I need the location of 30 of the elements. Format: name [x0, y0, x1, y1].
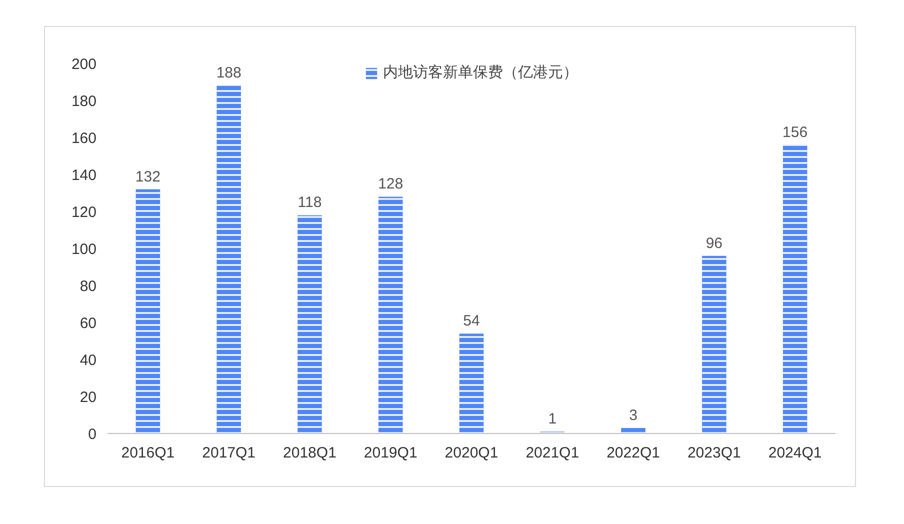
x-tick-label: 2023Q1 — [687, 444, 741, 462]
x-tick-label: 2018Q1 — [283, 444, 336, 462]
x-tick-label: 2019Q1 — [364, 444, 418, 462]
x-tick-label: 2022Q1 — [606, 444, 660, 462]
y-tick-label: 0 — [88, 426, 96, 443]
y-tick-label: 60 — [80, 315, 97, 332]
data-label: 118 — [298, 194, 322, 212]
y-tick-label: 200 — [71, 56, 97, 73]
y-tick-label: 160 — [71, 130, 97, 147]
y-tick-label: 100 — [71, 241, 97, 258]
data-label: 132 — [135, 168, 160, 186]
y-tick-label: 80 — [80, 278, 97, 295]
data-label: 3 — [629, 406, 638, 424]
legend-label: 内地访客新单保费（亿港元） — [383, 63, 578, 82]
data-label: 128 — [378, 176, 404, 193]
x-tick-label: 2024Q1 — [768, 444, 822, 462]
data-label: 156 — [782, 124, 808, 141]
y-tick-label: 180 — [71, 93, 97, 110]
y-tick-label: 40 — [80, 352, 97, 369]
data-label: 54 — [463, 312, 480, 330]
y-tick-label: 20 — [80, 389, 97, 406]
x-tick-label: 2020Q1 — [444, 444, 498, 462]
y-tick-label: 140 — [71, 167, 97, 184]
y-tick-label: 120 — [71, 204, 97, 221]
x-tick-label: 2021Q1 — [526, 444, 580, 462]
x-tick-label: 2017Q1 — [202, 444, 256, 462]
x-tick-label: 2016Q1 — [121, 444, 175, 462]
data-label: 188 — [216, 64, 242, 82]
data-label: 1 — [548, 410, 557, 428]
data-label: 96 — [706, 234, 723, 252]
